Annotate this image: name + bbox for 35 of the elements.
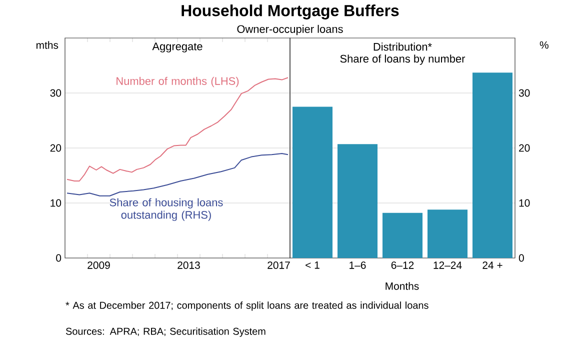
x-tick-label: 1–6 (350, 262, 366, 269)
chart-title: Distribution* (374, 42, 432, 51)
bar (292, 106, 333, 258)
x-tick-label: 2009 (88, 262, 110, 269)
line-series (66, 77, 288, 182)
source-note: Sources: APRA; RBA; Securitisation System (66, 328, 266, 337)
line-series (66, 153, 288, 196)
y-tick-label: 0 (518, 254, 524, 262)
bar (382, 212, 423, 258)
bar (338, 144, 378, 258)
y-tick-label: 10 (50, 199, 62, 207)
y-axis-title: % (540, 41, 548, 49)
x-tick-label: 2017 (268, 262, 290, 269)
x-tick-label: 2013 (178, 262, 200, 269)
y-tick-label: 0 (56, 254, 62, 262)
bar (472, 72, 513, 258)
bar (428, 210, 468, 258)
chart-subtitle: Owner-occupier loans (237, 24, 343, 36)
x-tick-label: 12–24 (434, 262, 462, 269)
x-tick-label: < 1 (306, 262, 320, 269)
text: * As at December 2017; components of split loans are treated as individual loans (66, 302, 428, 311)
series-label: Number of months (LHS) (116, 76, 239, 88)
x-tick-label: 24 + (482, 262, 502, 269)
x-axis-title: Months (386, 282, 419, 290)
text: Share of loans by number (340, 54, 466, 65)
x-tick-label: 6–12 (391, 262, 414, 269)
series-label: Share of housing loans outstanding (RHS) (110, 198, 223, 221)
y-axis-title: mths (36, 41, 58, 49)
y-tick-label: 10 (519, 199, 530, 207)
annotation: Aggregate (152, 42, 202, 52)
y-tick-label: 20 (50, 144, 62, 152)
y-tick-label: 30 (518, 89, 530, 97)
chart-title: Household Mortgage Buffers (182, 4, 399, 20)
y-tick-label: 20 (519, 144, 530, 152)
y-tick-label: 30 (50, 89, 62, 97)
